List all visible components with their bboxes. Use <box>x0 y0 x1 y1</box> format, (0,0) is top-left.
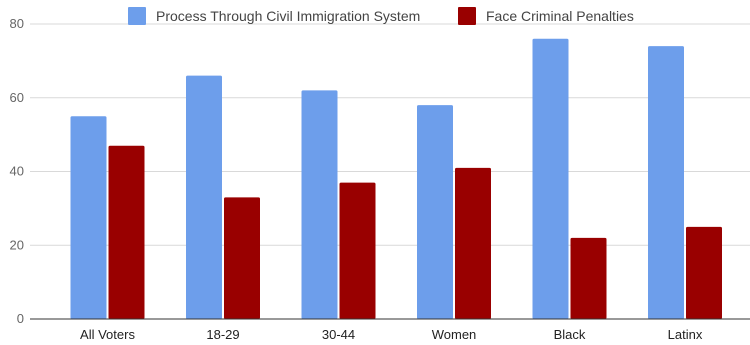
x-category-label: Latinx <box>668 327 703 342</box>
bar-civil-system <box>186 75 222 319</box>
bar-criminal-penalties <box>455 167 491 319</box>
y-tick-label: 0 <box>17 311 24 326</box>
x-category-label: All Voters <box>80 327 135 342</box>
bar-civil-system <box>648 46 684 319</box>
legend-swatch <box>128 7 146 25</box>
y-tick-label: 60 <box>10 90 24 105</box>
axes: 0 20 40 60 80 All Voters 18-29 30-44 Women Black L… <box>10 16 750 342</box>
bar-criminal-penalties <box>570 237 607 319</box>
legend: Process Through Civil Immigration System… <box>128 7 634 25</box>
legend-label: Face Criminal Penalties <box>486 8 634 24</box>
bar-civil-system <box>70 116 107 319</box>
bar-criminal-penalties <box>686 226 722 319</box>
y-tick-label: 20 <box>10 237 24 252</box>
bar-criminal-penalties <box>108 145 145 319</box>
legend-swatch <box>458 7 476 25</box>
x-category-label: Black <box>554 327 586 342</box>
bar-civil-system <box>301 90 338 319</box>
bar-civil-system <box>417 105 453 319</box>
bar-criminal-penalties <box>339 182 376 319</box>
x-category-label: 30-44 <box>322 327 355 342</box>
y-tick-label: 80 <box>10 16 24 31</box>
x-category-label: 18-29 <box>206 327 239 342</box>
bar-civil-system <box>532 38 569 319</box>
gridlines <box>30 23 750 246</box>
x-category-label: Women <box>432 327 477 342</box>
legend-label: Process Through Civil Immigration System <box>156 8 420 24</box>
y-tick-label: 40 <box>10 164 24 179</box>
bars <box>70 38 722 319</box>
bar-criminal-penalties <box>224 197 260 319</box>
